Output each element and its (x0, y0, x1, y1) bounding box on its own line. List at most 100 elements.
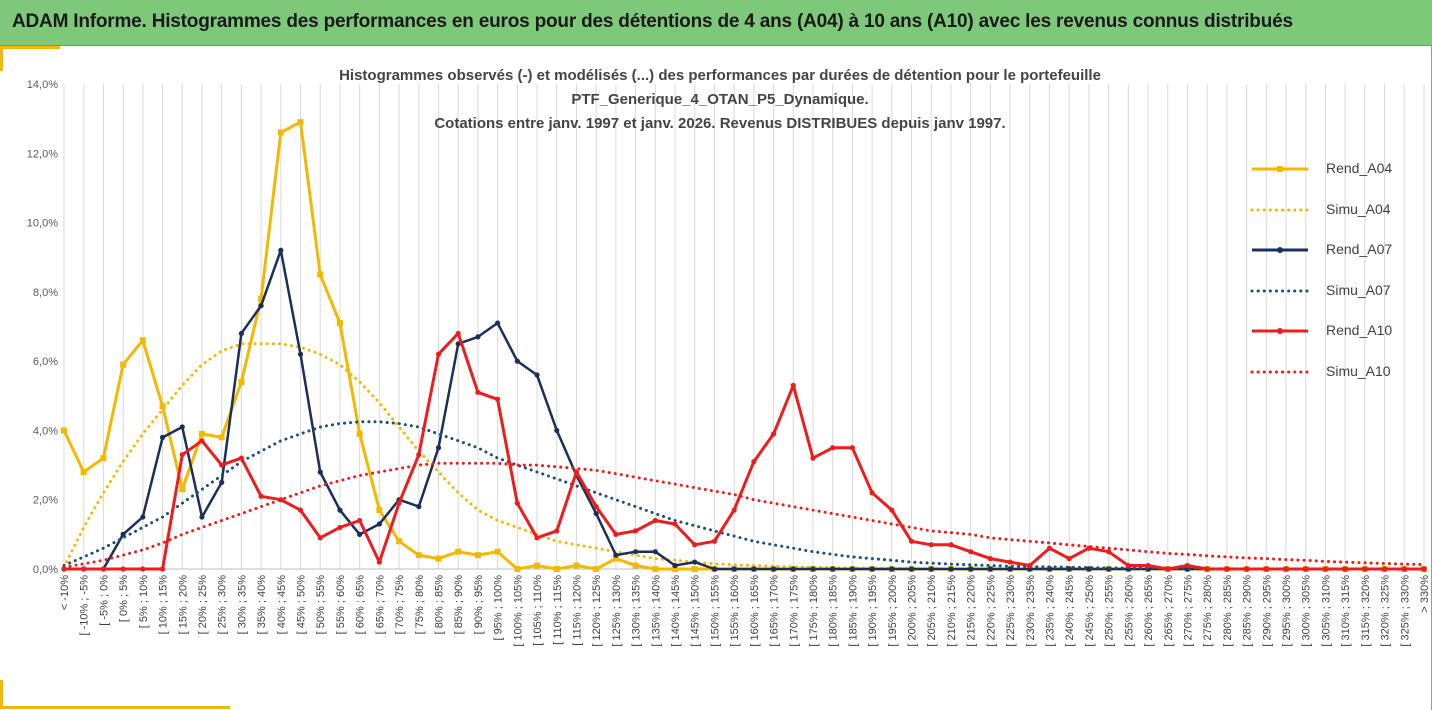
data-point-rend_a10 (455, 330, 461, 337)
x-tick-label: [ 100% ; 105% (512, 575, 524, 647)
data-point-rend_a07 (770, 566, 777, 572)
x-tick-label: [ 15% ; 20% (177, 575, 189, 635)
legend-swatch-icon (1252, 247, 1308, 253)
data-point-rend_a10 (120, 566, 126, 572)
data-point-rend_a07 (751, 566, 757, 572)
data-point-rend_a04 (514, 566, 521, 572)
data-point-rend_a07 (652, 549, 658, 555)
data-point-rend_a07 (968, 566, 974, 572)
x-tick-label: [ 160% ; 165% (749, 575, 761, 647)
data-point-rend_a10 (1125, 562, 1131, 569)
x-tick-label: [ 60% ; 65% (355, 575, 367, 635)
x-tick-label: [ 110% ; 115% (552, 575, 564, 645)
series-line-rend_a10 (62, 331, 1426, 571)
x-tick-label: [ 170% ; 175% (788, 575, 800, 647)
data-point-rend_a10 (238, 455, 244, 461)
data-point-rend_a07 (376, 521, 382, 527)
data-point-rend_a04 (435, 555, 442, 562)
data-point-rend_a10 (357, 517, 363, 524)
data-point-rend_a04 (198, 430, 205, 437)
legend-swatch-icon (1252, 166, 1308, 172)
legend-label: Rend_A10 (1326, 322, 1393, 338)
legend-swatch-icon (1252, 328, 1308, 334)
data-point-rend_a04 (691, 566, 698, 572)
frame-corner-bottom-left (0, 706, 230, 709)
data-point-rend_a10 (711, 538, 718, 544)
x-tick-label: [ 225% ; 230% (1005, 575, 1017, 647)
x-tick-label: [ 260% ; 265% (1143, 575, 1155, 647)
data-point-rend_a07 (416, 504, 422, 510)
data-point-rend_a04 (139, 337, 146, 344)
data-point-rend_a04 (179, 486, 186, 493)
legend-label: Rend_A07 (1326, 241, 1393, 257)
data-point-rend_a04 (415, 552, 422, 559)
data-point-rend_a04 (218, 434, 225, 441)
data-point-rend_a07 (140, 514, 146, 520)
y-tick-label: 8,0% (33, 287, 58, 299)
x-tick-label: [ 280% ; 285% (1222, 575, 1234, 647)
data-point-rend_a10 (1381, 566, 1388, 572)
y-tick-label: 10,0% (27, 218, 58, 230)
data-point-rend_a07 (632, 549, 639, 555)
data-point-rend_a07 (514, 358, 520, 364)
data-point-rend_a07 (869, 566, 875, 572)
x-tick-label: [ 150% ; 155% (709, 575, 721, 647)
data-point-rend_a04 (494, 548, 501, 555)
chart-plot: 0,0% 2,0% 4,0% 6,0% 8,0% 10,0% 12,0% 14,0% < -10… (27, 79, 1431, 647)
data-point-rend_a10 (849, 445, 856, 451)
data-point-rend_a04 (159, 403, 166, 410)
x-tick-label: [ 95% ; 100% (493, 575, 505, 641)
legend-label: Simu_A04 (1326, 200, 1391, 217)
x-tick-label: [ 140% ; 145% (670, 575, 682, 647)
data-point-rend_a10 (1283, 566, 1289, 572)
x-tick-label: [ 305% ; 310% (1320, 575, 1332, 647)
data-point-rend_a07 (928, 566, 934, 572)
data-point-rend_a10 (219, 462, 225, 468)
x-tick-label: [ 115% ; 120% (571, 575, 583, 646)
x-tick-label: [ 230% ; 235% (1025, 575, 1037, 647)
data-point-rend_a10 (1303, 566, 1309, 572)
frame-corner-bottom-left-vertical (0, 680, 3, 708)
data-point-rend_a10 (652, 517, 658, 524)
data-point-rend_a04 (474, 552, 481, 559)
data-point-rend_a10 (632, 528, 639, 534)
data-point-rend_a07 (593, 510, 599, 517)
x-tick-label: [ 55% ; 60% (335, 575, 347, 635)
chart-title-line-2: PTF_Generique_4_OTAN_P5_Dynamique. (571, 91, 869, 108)
chart-title: Histogrammes observés (-) et modélisés (… (220, 64, 1220, 136)
series-line-simu_a07 (62, 420, 1426, 571)
x-tick-label: [ 175% ; 180% (808, 575, 820, 647)
chart-title-line-3: Cotations entre janv. 1997 et janv. 2026… (434, 115, 1006, 132)
x-tick-label: [ 235% ; 240% (1045, 575, 1057, 647)
legend-item-rend_a10: Rend_A10 (1250, 320, 1420, 340)
data-point-rend_a07 (731, 566, 737, 572)
banner-title: ADAM Informe. Histogrammes des performan… (12, 11, 1293, 32)
data-point-rend_a10 (140, 566, 146, 572)
data-point-rend_a10 (968, 549, 974, 555)
data-point-rend_a10 (830, 445, 836, 451)
x-tick-label: [ 120% ; 125% (591, 575, 603, 647)
data-point-rend_a07 (613, 552, 619, 558)
data-point-rend_a10 (1322, 566, 1329, 572)
x-tick-label: [ -10% ; -5% (79, 575, 91, 636)
data-point-rend_a10 (790, 382, 796, 388)
y-tick-label: 14,0% (27, 79, 58, 91)
x-tick-label: [ 185% ; 190% (847, 575, 859, 647)
x-tick-label: [ 90% ; 95% (473, 575, 485, 635)
x-tick-label: [ 25% ; 30% (217, 575, 229, 635)
data-point-rend_a07 (790, 566, 796, 572)
data-point-rend_a07 (810, 566, 816, 572)
y-tick-label: 12,0% (27, 148, 58, 160)
data-point-rend_a07 (711, 566, 718, 572)
x-tick-label: [ 290% ; 295% (1261, 575, 1273, 647)
data-point-rend_a10 (1165, 566, 1171, 572)
data-point-rend_a07 (159, 434, 166, 440)
data-point-rend_a04 (80, 469, 87, 475)
legend-label: Simu_A10 (1326, 362, 1391, 379)
data-point-rend_a07 (278, 247, 284, 253)
x-tick-label: [ 135% ; 140% (650, 575, 662, 647)
x-tick-label: [ 285% ; 290% (1242, 575, 1254, 647)
data-point-rend_a10 (1066, 556, 1072, 562)
x-tick-label: [ 30% ; 35% (236, 575, 248, 635)
data-point-rend_a07 (199, 514, 205, 520)
